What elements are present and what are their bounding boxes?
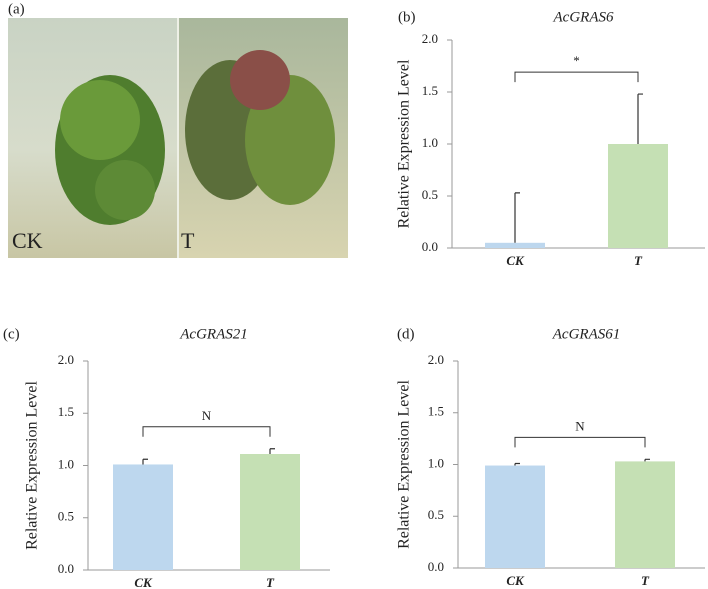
panel-label: (b) [398, 9, 416, 25]
y-tick-label: 1.0 [422, 135, 438, 150]
y-tick-label: 1.5 [428, 404, 444, 419]
x-tick-label: T [641, 573, 650, 588]
bar [615, 461, 675, 568]
photo-label: CK [12, 228, 43, 253]
chart-title: AcGRAS21 [179, 326, 247, 342]
bar [240, 454, 300, 570]
significance-bracket [514, 71, 639, 83]
y-tick-label: 0.5 [58, 509, 74, 524]
panel-label: (c) [3, 326, 20, 342]
error-bar [644, 458, 650, 462]
y-tick-label: 2.0 [428, 352, 444, 367]
bar [608, 144, 668, 248]
panel-label: (d) [397, 326, 415, 342]
x-tick-label: T [634, 253, 643, 268]
y-axis-label: Relative Expression Level [396, 380, 413, 549]
y-tick-label: 2.0 [58, 352, 74, 367]
x-tick-label: CK [134, 575, 153, 589]
y-tick-label: 0.0 [428, 559, 444, 574]
error-bar [637, 93, 643, 144]
y-axis-label: Relative Expression Level [396, 59, 413, 228]
chart-title: AcGRAS61 [552, 326, 620, 342]
y-axis-label: Relative Expression Level [24, 381, 41, 550]
error-bar [269, 448, 275, 455]
significance-bracket [514, 436, 646, 448]
bar [485, 465, 545, 568]
y-tick-label: 2.0 [422, 31, 438, 46]
x-tick-label: T [266, 575, 275, 589]
error-bar [514, 192, 520, 243]
panel-label: (a) [8, 1, 25, 17]
y-tick-label: 1.5 [58, 404, 74, 419]
y-tick-label: 1.0 [428, 455, 444, 470]
y-tick-label: 1.5 [422, 83, 438, 98]
significance-label: N [202, 408, 212, 423]
x-tick-label: CK [506, 573, 525, 588]
chart-title: AcGRAS6 [553, 9, 614, 25]
error-bar [514, 462, 520, 466]
y-tick-label: 0.0 [422, 239, 438, 254]
photo-label: T [181, 228, 195, 253]
bar [113, 464, 173, 570]
y-tick-label: 0.5 [422, 187, 438, 202]
bar [485, 242, 545, 248]
x-tick-label: CK [506, 253, 525, 268]
error-bar [142, 458, 148, 465]
significance-label: N [575, 418, 585, 433]
significance-label: * [573, 53, 580, 68]
photo [8, 18, 348, 258]
significance-bracket [142, 426, 271, 437]
y-tick-label: 1.0 [58, 456, 74, 471]
y-tick-label: 0.0 [58, 561, 74, 576]
y-tick-label: 0.5 [428, 507, 444, 522]
